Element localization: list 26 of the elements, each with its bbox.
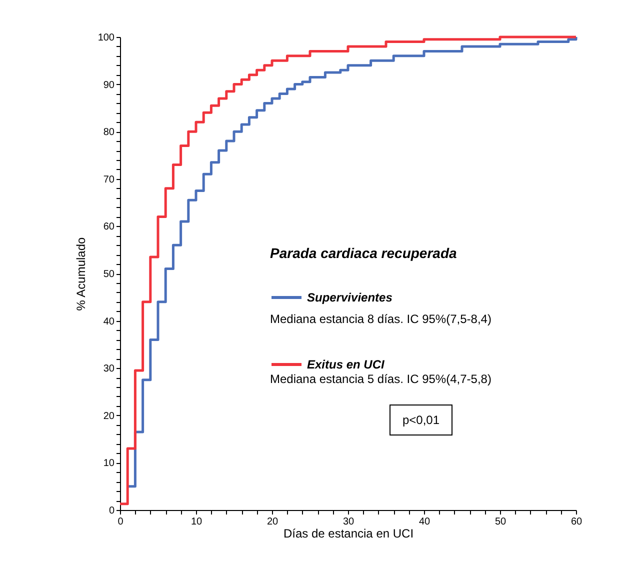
y-tick-label: 60 [103,222,115,233]
legend-label: Exitus en UCI [307,358,386,372]
y-tick-label: 0 [108,506,115,516]
y-tick-label: 20 [103,410,115,422]
x-tick-label: 20 [266,516,278,528]
x-tick-label: 30 [342,516,354,528]
y-tick-label: 50 [103,269,115,280]
y-tick-label: 100 [98,32,115,44]
x-tick-label: 10 [190,516,202,528]
legend-label: Supervivientes [307,290,393,304]
legend-title: Parada cardiaca recuperada [270,245,457,261]
y-tick-label: 80 [103,127,115,138]
annotation: p<0,01 [402,413,440,427]
y-tick-label: 70 [103,174,115,186]
x-axis-title: Días de estancia en UCI [283,526,414,540]
x-tick-label: 40 [418,516,430,528]
x-tick-label: 0 [118,516,124,528]
x-tick-label: 50 [494,516,506,528]
y-tick-label: 40 [103,316,115,328]
y-tick-label: 30 [103,364,115,375]
y-tick-label: 90 [103,80,115,91]
y-axis-title: % Acumulado [74,236,88,311]
annotation: Mediana estancia 5 días. IC 95%(4,7-5,8) [270,372,492,386]
annotation: Mediana estancia 8 días. IC 95%(7,5-8,4) [270,312,492,326]
x-tick-label: 60 [570,516,582,528]
y-tick-label: 10 [103,458,115,470]
